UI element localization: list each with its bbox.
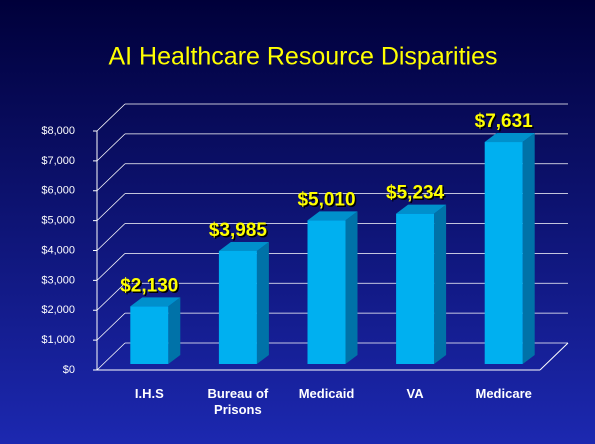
bar-side — [256, 241, 269, 364]
bar-side — [522, 133, 535, 364]
value-label: $5,010 — [297, 189, 355, 210]
bar-top — [130, 297, 181, 307]
grid-line — [96, 342, 126, 371]
x-tick-label: Medicare — [475, 386, 532, 401]
y-tick-label: $3,000 — [41, 274, 75, 286]
x-tick-label: VA — [406, 386, 424, 401]
x-tick-label: Medicaid — [298, 386, 355, 401]
value-label-shadow: $5,010 — [299, 191, 357, 212]
value-label: $5,234 — [386, 183, 445, 204]
bar-top — [307, 211, 358, 221]
floor-edge — [539, 342, 569, 371]
y-tick-label: $4,000 — [41, 244, 75, 256]
bar — [307, 220, 346, 364]
grid-line — [96, 282, 126, 311]
value-label-shadow: $5,234 — [388, 184, 447, 205]
chart-title: AI Healthcare Resource Disparities — [108, 43, 497, 71]
x-tick-label: I.H.S — [134, 386, 164, 401]
grid-line — [96, 103, 126, 132]
bar-top — [484, 133, 535, 143]
bar — [484, 142, 523, 364]
x-tick-label: Bureau of Prisons — [207, 386, 269, 417]
bar — [218, 250, 257, 364]
grid-line — [96, 312, 126, 341]
value-label-shadow: $2,130 — [122, 277, 180, 298]
y-tick-label: $0 — [63, 364, 75, 376]
y-tick-label: $1,000 — [41, 334, 75, 346]
value-label-shadow: $7,631 — [476, 113, 535, 134]
value-label: $2,130 — [120, 275, 178, 296]
bar-side — [168, 297, 181, 364]
bar — [396, 213, 435, 364]
y-tick-label: $7,000 — [41, 155, 75, 167]
y-tick-label: $2,000 — [41, 304, 75, 316]
grid-line — [96, 163, 126, 192]
y-tick-label: $8,000 — [41, 125, 75, 137]
bar-side — [434, 204, 447, 364]
grid-line — [96, 253, 126, 281]
y-tick-label: $6,000 — [41, 185, 75, 197]
value-label: $7,631 — [475, 111, 534, 132]
grid-line — [96, 193, 126, 221]
grid-line — [96, 223, 126, 251]
bar — [130, 306, 169, 364]
bar-side — [345, 211, 358, 364]
bar-top — [218, 241, 269, 251]
grid-line — [96, 133, 126, 162]
value-label: $3,985 — [209, 220, 268, 241]
value-label-shadow: $3,985 — [210, 221, 269, 242]
bar-top — [396, 204, 447, 214]
y-tick-label: $5,000 — [41, 215, 75, 227]
